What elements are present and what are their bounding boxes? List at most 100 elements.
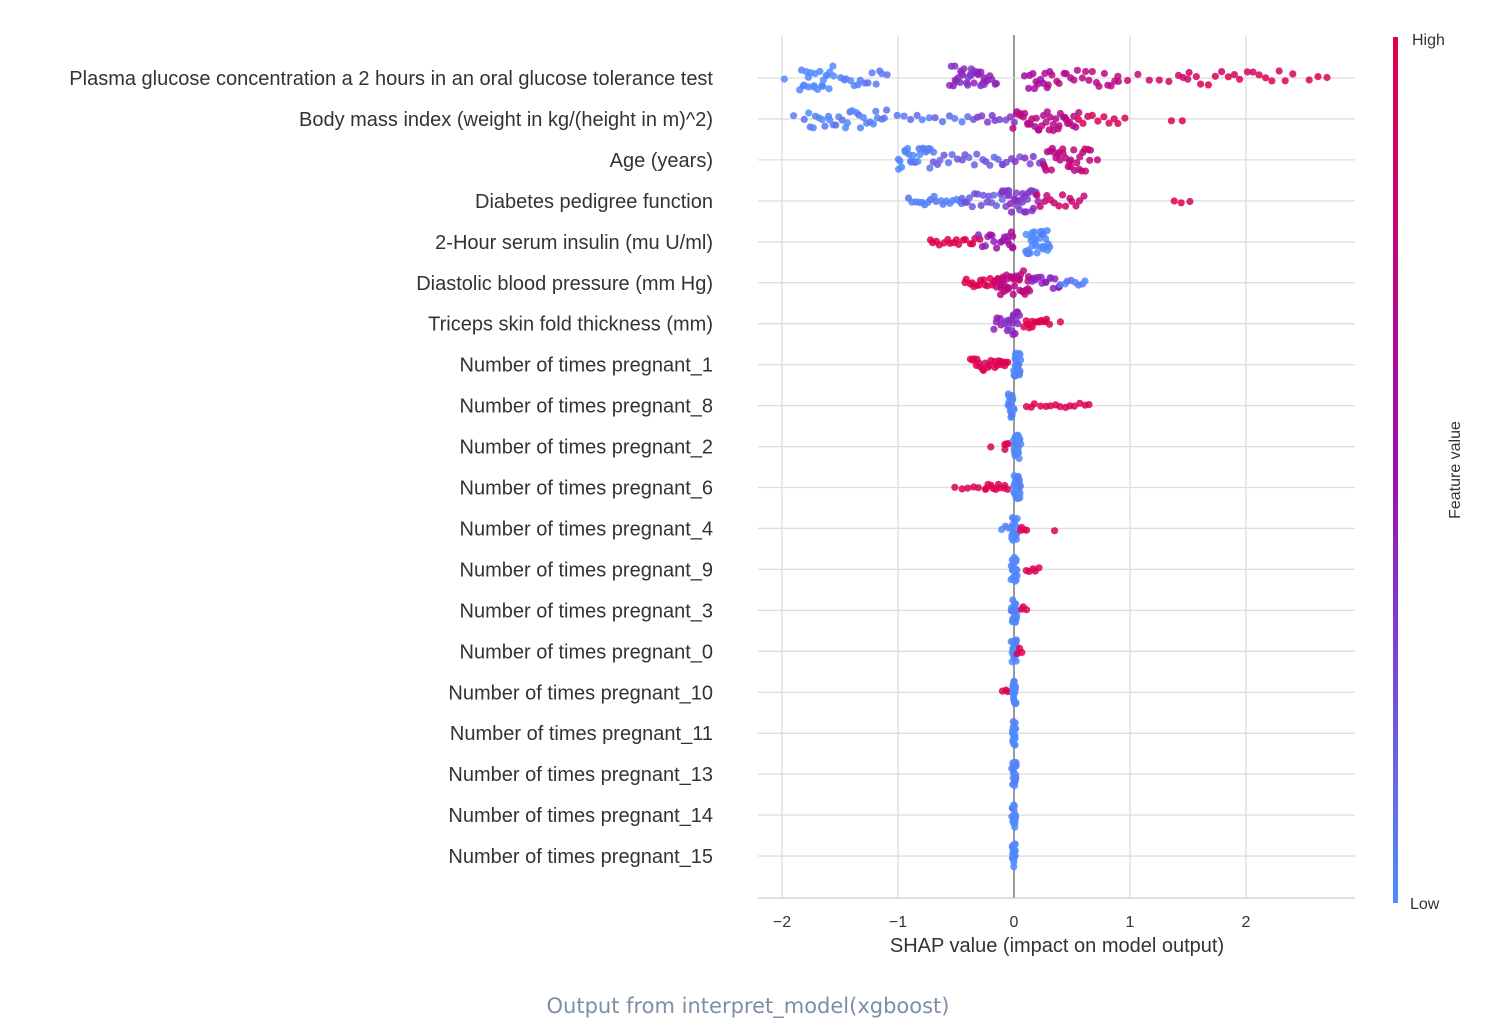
shap-point <box>913 111 921 119</box>
shap-point <box>1013 572 1021 580</box>
shap-point <box>1088 68 1096 76</box>
shap-point <box>1037 273 1045 281</box>
shap-point <box>1005 285 1013 293</box>
shap-point <box>1070 402 1078 410</box>
shap-point <box>990 191 998 199</box>
colorbar-high-label: High <box>1412 32 1445 49</box>
shap-point <box>1081 167 1090 175</box>
shap-point <box>1073 66 1081 74</box>
shap-point <box>916 151 924 159</box>
shap-point <box>1011 600 1019 608</box>
shap-point <box>880 114 888 122</box>
shap-point <box>974 231 983 239</box>
shap-point <box>1033 249 1041 257</box>
shap-point <box>1085 401 1093 409</box>
shap-point <box>1012 762 1020 770</box>
shap-point <box>805 109 813 117</box>
shap-point <box>992 79 1001 88</box>
shap-point <box>1177 199 1185 207</box>
x-tick-label: 2 <box>1242 914 1251 931</box>
colorbar-title: Feature value <box>1447 421 1464 519</box>
shap-point <box>1262 74 1270 82</box>
shap-point <box>1058 191 1067 199</box>
shap-point <box>1022 208 1030 216</box>
shap-point <box>1008 396 1017 404</box>
shap-point <box>1249 68 1257 76</box>
shap-point <box>1010 858 1018 866</box>
x-axis-title: SHAP value (impact on model output) <box>890 935 1224 957</box>
shap-point <box>990 325 998 333</box>
shap-point <box>1009 124 1017 132</box>
shap-point <box>1045 320 1054 328</box>
shap-point <box>1049 121 1057 129</box>
shap-point <box>1197 80 1205 88</box>
shap-point <box>1268 77 1276 85</box>
shap-point <box>1072 202 1080 210</box>
feature-label: Number of times pregnant_2 <box>460 437 713 459</box>
shap-point <box>1192 73 1200 81</box>
shap-point <box>965 194 974 202</box>
shap-point <box>1030 228 1038 236</box>
shap-point <box>959 71 967 79</box>
shap-point <box>1010 118 1019 126</box>
shap-point <box>1179 73 1187 82</box>
shap-point <box>1005 190 1013 199</box>
feature-label: Diabetes pedigree function <box>475 191 713 213</box>
shap-point <box>1021 154 1029 162</box>
shap-point <box>1100 69 1108 78</box>
shap-point <box>1016 367 1024 375</box>
shap-point <box>1013 514 1021 523</box>
shap-point <box>962 275 970 283</box>
shap-point <box>869 120 878 128</box>
shap-point <box>1243 68 1251 76</box>
shap-point <box>1023 526 1031 534</box>
shap-point <box>1178 117 1186 125</box>
shap-point <box>1121 114 1129 122</box>
shap-point <box>931 114 939 122</box>
shap-point <box>1275 67 1283 75</box>
shap-point <box>1055 79 1063 88</box>
shap-point <box>964 113 972 121</box>
shap-point <box>1067 156 1075 164</box>
shap-point <box>1037 402 1045 410</box>
shap-point <box>979 191 987 199</box>
shap-point <box>1314 73 1322 81</box>
shap-point <box>1056 156 1064 164</box>
shap-point <box>951 114 959 123</box>
shap-point <box>965 153 973 162</box>
shap-point <box>1015 311 1024 319</box>
shap-point <box>1167 117 1175 125</box>
shap-point <box>859 114 868 122</box>
shap-point <box>993 244 1001 252</box>
feature-label: Number of times pregnant_4 <box>460 518 713 540</box>
shap-point <box>956 78 964 86</box>
shap-point <box>800 115 808 123</box>
shap-point <box>1012 555 1020 563</box>
shap-point <box>998 195 1006 203</box>
shap-point <box>996 116 1004 124</box>
feature-label: Number of times pregnant_14 <box>448 805 713 827</box>
shap-point <box>1070 146 1078 154</box>
shap-point <box>1035 564 1043 572</box>
shap-point <box>1185 68 1193 77</box>
shap-point <box>1012 636 1021 644</box>
shap-point <box>1022 606 1031 614</box>
figure-caption: Output from interpret_model(xgboost) <box>546 994 950 1018</box>
shap-point <box>1026 249 1034 257</box>
shap-point <box>1236 75 1244 83</box>
feature-label: Body mass index (weight in kg/(height in… <box>299 109 713 131</box>
colorbar-low-label: Low <box>1410 896 1440 913</box>
shap-point <box>1170 197 1178 205</box>
shap-point <box>1011 719 1019 727</box>
shap-point <box>1078 74 1086 82</box>
shap-point <box>1029 152 1037 161</box>
shap-point <box>992 202 1001 210</box>
shap-point <box>843 119 852 127</box>
shap-point <box>883 71 891 79</box>
shap-point <box>829 62 837 70</box>
shap-point <box>984 118 992 126</box>
shap-point <box>1056 318 1064 326</box>
shap-point <box>1043 108 1051 116</box>
shap-point <box>1068 197 1076 205</box>
shap-point <box>951 483 959 491</box>
